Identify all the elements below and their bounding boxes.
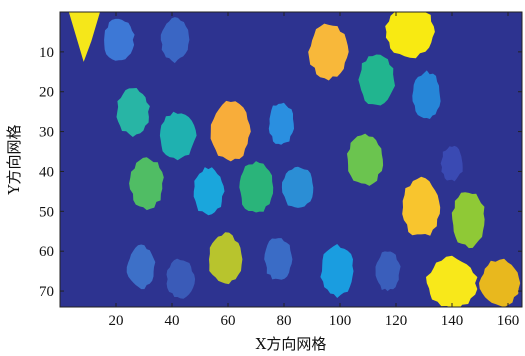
- blob-21: [166, 258, 196, 299]
- blob-26: [426, 255, 478, 307]
- x-tick-label: 100: [329, 313, 352, 329]
- blob-17: [281, 166, 314, 208]
- y-tick-label: 20: [39, 85, 54, 101]
- blob-19: [451, 192, 485, 249]
- plot-area: [59, 11, 523, 308]
- y-tick-label: 30: [39, 125, 54, 141]
- blob-10: [210, 100, 251, 162]
- blob-layer: [68, 12, 521, 307]
- blob-18: [402, 176, 441, 236]
- blob-5: [385, 12, 435, 59]
- blob-3: [160, 17, 190, 64]
- blob-8: [116, 88, 150, 137]
- blob-24: [320, 244, 354, 298]
- x-tick-label: 40: [165, 313, 180, 329]
- blob-11: [268, 102, 294, 145]
- blob-12: [347, 133, 384, 186]
- blob-14: [129, 157, 164, 211]
- y-tick-label: 60: [39, 244, 54, 260]
- blob-15: [193, 167, 225, 216]
- blob-16: [239, 161, 274, 213]
- blob-7: [412, 70, 441, 119]
- blob-4: [308, 23, 349, 81]
- x-tick-label: 80: [277, 313, 292, 329]
- blob-23: [264, 238, 293, 280]
- x-axis-ticks: 20 40 60 80 100 120 140 160: [109, 12, 520, 329]
- y-axis-label: Y方向网格: [5, 125, 23, 196]
- x-tick-label: 120: [385, 313, 408, 329]
- blob-25: [375, 251, 401, 292]
- x-tick-label: 60: [221, 313, 236, 329]
- blob-9: [159, 111, 197, 161]
- y-tick-label: 10: [39, 45, 54, 61]
- blob-6: [358, 54, 395, 106]
- y-tick-label: 40: [39, 164, 54, 180]
- blob-1: [68, 12, 101, 62]
- blob-20: [126, 244, 156, 290]
- blob-2: [104, 18, 135, 61]
- x-tick-label: 20: [109, 313, 124, 329]
- y-tick-label: 70: [39, 284, 54, 300]
- blob-22: [209, 232, 243, 285]
- y-axis-ticks: 10 20 30 40 50 60 70: [39, 45, 522, 300]
- x-axis-label: X方向网格: [256, 335, 327, 353]
- x-tick-label: 140: [441, 313, 464, 329]
- blob-13: [440, 145, 463, 182]
- x-tick-label: 160: [497, 313, 520, 329]
- blob-27: [479, 258, 521, 307]
- plot-frame: [59, 11, 523, 308]
- y-tick-label: 50: [39, 204, 54, 220]
